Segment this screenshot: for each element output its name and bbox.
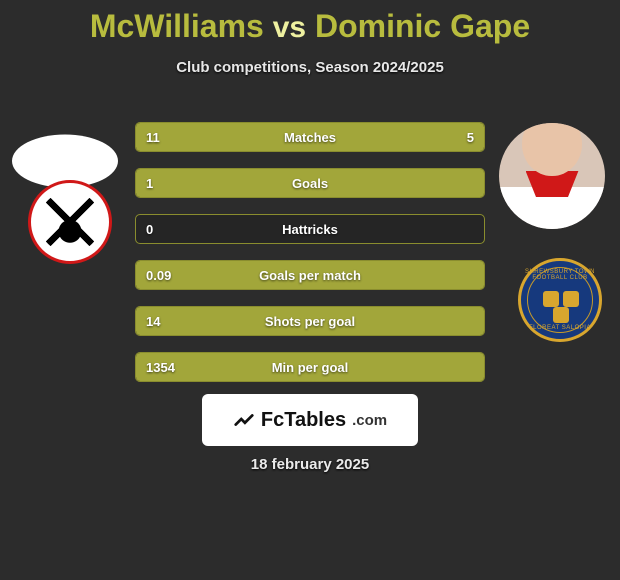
stat-label: Matches: [136, 130, 484, 145]
date-text: 18 february 2025: [0, 456, 620, 473]
subtitle: Club competitions, Season 2024/2025: [0, 59, 620, 76]
stat-row: 115Matches: [135, 122, 485, 152]
player2-club-crest: SHREWSBURY TOWN FOOTBALL CLUB FLOREAT SA…: [518, 258, 602, 342]
stats-panel: 115Matches 1Goals 0Hattricks 0.09Goals per …: [135, 122, 485, 398]
stat-row: 14Shots per goal: [135, 306, 485, 336]
brand-suffix: .com: [352, 412, 387, 429]
vs-text: vs: [273, 11, 306, 44]
brand-text: FcTables: [261, 409, 346, 432]
player2-name: Dominic Gape: [315, 8, 530, 44]
stat-label: Hattricks: [136, 222, 484, 237]
stat-label: Min per goal: [136, 360, 484, 375]
player1-club-crest: [28, 180, 112, 264]
stat-row: 0.09Goals per match: [135, 260, 485, 290]
stat-row: 1354Min per goal: [135, 352, 485, 382]
stat-label: Goals per match: [136, 268, 484, 283]
stat-label: Goals: [136, 176, 484, 191]
stat-row: 0Hattricks: [135, 214, 485, 244]
player1-name: McWilliams: [90, 8, 264, 44]
crest-text-top: SHREWSBURY TOWN FOOTBALL CLUB: [521, 269, 599, 281]
player2-avatar: [499, 123, 605, 229]
chart-icon: [233, 409, 255, 431]
stat-row: 1Goals: [135, 168, 485, 198]
stat-label: Shots per goal: [136, 314, 484, 329]
branding-badge: FcTables .com: [202, 394, 418, 446]
crest-text-bottom: FLOREAT SALOPIA: [521, 325, 599, 331]
comparison-title: McWilliams vs Dominic Gape: [0, 0, 620, 45]
